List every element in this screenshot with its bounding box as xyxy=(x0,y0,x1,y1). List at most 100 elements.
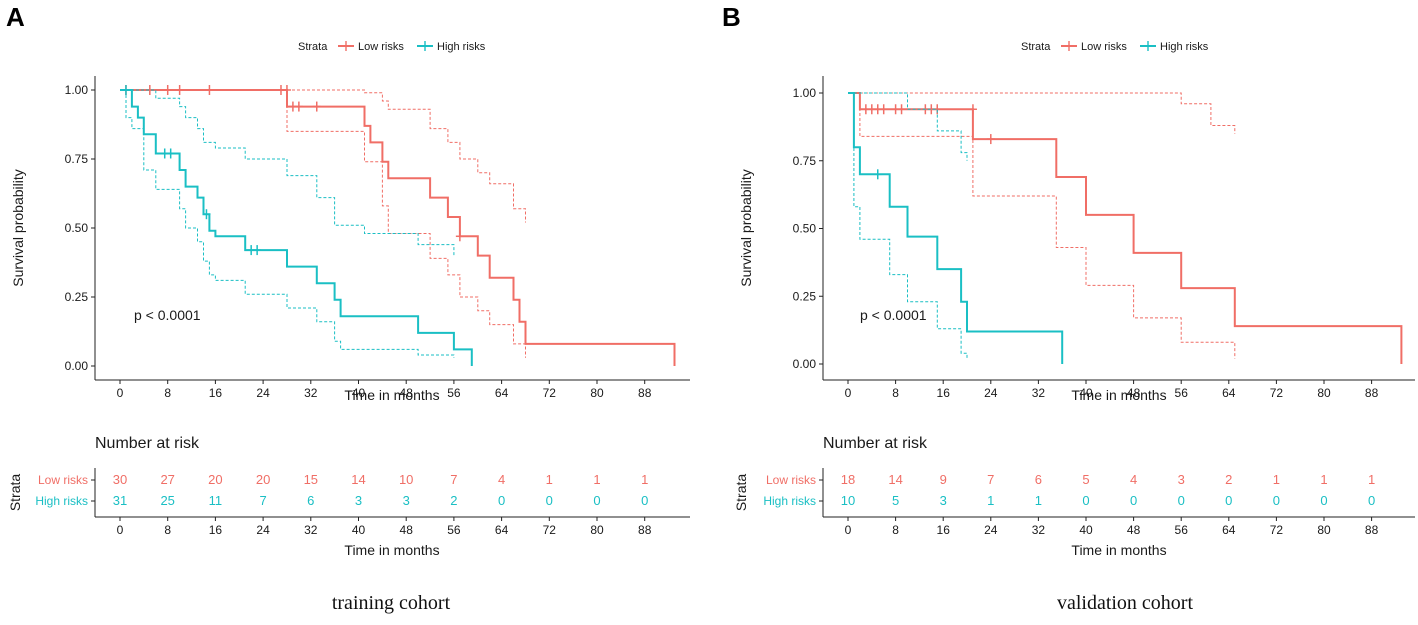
risk-count: 3 xyxy=(355,493,362,508)
risk-x-tick-label: 64 xyxy=(1222,523,1236,537)
risk-x-tick-label: 0 xyxy=(845,523,852,537)
risk-x-tick-label: 80 xyxy=(1317,523,1331,537)
risk-row-label: High risks xyxy=(35,494,88,508)
risk-count: 3 xyxy=(940,493,947,508)
panel-label-b: B xyxy=(722,2,741,32)
risk-count: 14 xyxy=(888,472,902,487)
x-tick-label: 80 xyxy=(590,386,604,400)
x-tick-label: 56 xyxy=(1175,386,1189,400)
x-tick-label: 40 xyxy=(1079,386,1093,400)
x-tick-label: 80 xyxy=(1317,386,1331,400)
risk-count: 0 xyxy=(1273,493,1280,508)
risk-count: 1 xyxy=(1273,472,1280,487)
risk-x-tick-label: 80 xyxy=(590,523,604,537)
censor-mark xyxy=(873,169,882,180)
x-tick-label: 24 xyxy=(984,386,998,400)
x-tick-label: 64 xyxy=(1222,386,1236,400)
x-axis-title: Time in months xyxy=(344,387,439,403)
risk-row-label: Low risks xyxy=(38,473,88,487)
risk-x-axis-title: Time in months xyxy=(1071,542,1166,558)
legend-entry: High risks xyxy=(1160,41,1209,53)
risk-count: 3 xyxy=(1178,472,1185,487)
risk-count: 18 xyxy=(841,472,855,487)
y-tick-label: 1.00 xyxy=(793,86,817,100)
risk-count: 20 xyxy=(208,472,222,487)
censor-mark xyxy=(175,85,184,95)
survival-curve-high xyxy=(120,89,473,366)
x-tick-label: 32 xyxy=(304,386,318,400)
risk-count: 11 xyxy=(209,493,223,508)
risk-x-tick-label: 64 xyxy=(495,523,509,537)
risk-count: 2 xyxy=(450,493,457,508)
risk-count: 0 xyxy=(1368,493,1375,508)
y-tick-label: 1.00 xyxy=(65,83,89,97)
risk-count: 0 xyxy=(546,493,553,508)
risk-count: 0 xyxy=(498,493,505,508)
risk-count: 14 xyxy=(351,472,365,487)
p-value-annotation: p < 0.0001 xyxy=(134,307,201,323)
censor-mark xyxy=(879,104,888,115)
y-tick-label: 0.25 xyxy=(65,290,89,304)
ci-upper-low xyxy=(859,92,1236,134)
ci-upper-high xyxy=(853,92,968,161)
censor-mark xyxy=(121,85,130,95)
risk-count: 0 xyxy=(1178,493,1185,508)
x-tick-label: 24 xyxy=(256,386,270,400)
y-axis-title: Survival probability xyxy=(738,169,754,287)
censor-mark xyxy=(166,148,175,159)
risk-x-tick-label: 40 xyxy=(352,523,366,537)
legend-title: Strata xyxy=(1021,41,1051,53)
risk-x-tick-label: 32 xyxy=(304,523,318,537)
survival-curve-high xyxy=(848,92,1064,364)
ci-lower-low xyxy=(859,93,1236,359)
risk-table-title: Number at risk xyxy=(823,435,928,452)
risk-count: 1 xyxy=(593,472,600,487)
risk-count: 0 xyxy=(1130,493,1137,508)
x-tick-label: 48 xyxy=(1127,386,1141,400)
ci-lower-high xyxy=(125,90,455,358)
y-axis-title: Survival probability xyxy=(10,169,26,287)
censor-mark xyxy=(282,85,291,95)
risk-count: 3 xyxy=(403,493,410,508)
x-axis-title: Time in months xyxy=(1071,387,1166,403)
risk-x-tick-label: 72 xyxy=(1270,523,1284,537)
risk-count: 1 xyxy=(1035,493,1042,508)
x-tick-label: 16 xyxy=(937,386,951,400)
risk-count: 1 xyxy=(546,472,553,487)
x-tick-label: 88 xyxy=(638,386,652,400)
risk-count: 0 xyxy=(1225,493,1232,508)
x-tick-label: 64 xyxy=(495,386,509,400)
risk-x-tick-label: 88 xyxy=(638,523,652,537)
x-tick-label: 0 xyxy=(117,386,124,400)
risk-x-tick-label: 88 xyxy=(1365,523,1379,537)
censor-mark xyxy=(897,104,906,115)
ci-upper-high xyxy=(126,89,455,256)
risk-count: 7 xyxy=(987,472,994,487)
km-chart-training: Strata Low risks High risks 0.00 0.25 0.50 0.7… xyxy=(7,41,690,558)
legend-entry: Low risks xyxy=(358,41,404,53)
y-tick-label: 0.50 xyxy=(793,222,817,236)
risk-x-tick-label: 56 xyxy=(1175,523,1189,537)
legend-entry: Low risks xyxy=(1081,41,1127,53)
caption-training: training cohort xyxy=(331,592,451,614)
risk-x-tick-label: 48 xyxy=(1127,523,1141,537)
risk-x-tick-label: 16 xyxy=(937,523,951,537)
risk-count: 7 xyxy=(259,493,266,508)
risk-row-label: Low risks xyxy=(766,473,816,487)
risk-x-tick-label: 40 xyxy=(1079,523,1093,537)
risk-count: 7 xyxy=(450,472,457,487)
censor-mark xyxy=(294,101,303,112)
risk-x-axis-title: Time in months xyxy=(344,542,439,558)
risk-count: 10 xyxy=(841,493,855,508)
risk-count: 4 xyxy=(1130,472,1137,487)
risk-count: 1 xyxy=(641,472,648,487)
x-tick-label: 48 xyxy=(400,386,414,400)
y-tick-label: 0.50 xyxy=(65,221,89,235)
risk-count: 0 xyxy=(593,493,600,508)
risk-x-tick-label: 0 xyxy=(117,523,124,537)
risk-count: 15 xyxy=(304,472,318,487)
x-tick-label: 0 xyxy=(845,386,852,400)
risk-count: 20 xyxy=(256,472,270,487)
x-tick-label: 56 xyxy=(447,386,461,400)
risk-count: 1 xyxy=(1320,472,1327,487)
